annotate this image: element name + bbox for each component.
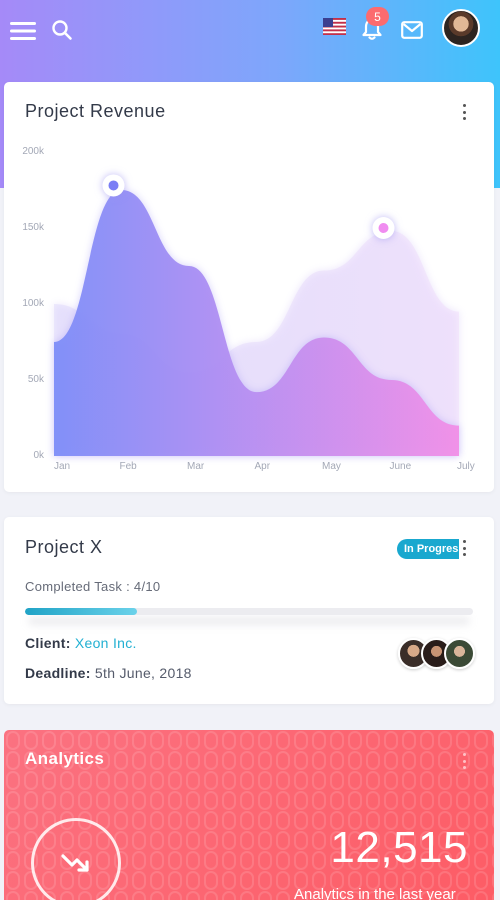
project-revenue-card: Project Revenue 0k 50k 100k 150k 200k Jan Feb… xyxy=(4,82,494,492)
marker-0-dot xyxy=(108,180,119,191)
y-tick-label: 0k xyxy=(33,450,44,461)
x-tick-label: Apr xyxy=(254,461,271,472)
user-avatar[interactable] xyxy=(442,9,480,47)
revenue-area-chart xyxy=(54,174,459,456)
deadline-label: Deadline: xyxy=(25,665,91,681)
notification-count-badge: 5 xyxy=(366,7,389,26)
progress-shadow xyxy=(28,617,470,625)
x-tick-label: June xyxy=(389,461,412,472)
y-tick-label: 150k xyxy=(22,222,44,233)
revenue-card-title: Project Revenue xyxy=(25,101,166,121)
x-tick-label: Mar xyxy=(187,461,205,472)
revenue-more-options-icon[interactable] xyxy=(461,104,467,120)
hamburger-menu-icon[interactable] xyxy=(10,20,36,42)
x-tick-label: May xyxy=(322,461,341,472)
deadline-row: Deadline: 5th June, 2018 xyxy=(25,665,192,681)
y-tick-label: 100k xyxy=(22,298,44,309)
team-avatars xyxy=(398,638,478,670)
client-label: Client: xyxy=(25,635,71,651)
trend-ring xyxy=(31,818,121,900)
completed-task-label: Completed Task : 4/10 xyxy=(25,579,161,594)
x-tick-label: Feb xyxy=(119,461,137,472)
status-badge: In Progress xyxy=(397,539,459,559)
analytics-value: 12,515 xyxy=(330,823,468,872)
client-row: Client: Xeon Inc. xyxy=(25,635,137,651)
avatar[interactable] xyxy=(444,638,475,669)
y-tick-label: 200k xyxy=(22,146,44,157)
analytics-title: Analytics xyxy=(25,749,105,768)
project-card-title: Project X xyxy=(25,537,103,557)
client-link[interactable]: Xeon Inc. xyxy=(74,635,137,651)
series-1-area xyxy=(54,190,459,456)
analytics-more-options-icon[interactable] xyxy=(461,753,467,769)
project-x-card: Project X In Progress Completed Task : 4… xyxy=(4,517,494,704)
analytics-subtitle: Analytics in the last year xyxy=(294,886,456,900)
x-tick-label: July xyxy=(457,461,475,472)
marker-1-dot xyxy=(378,223,389,233)
mail-icon[interactable] xyxy=(400,19,424,41)
deadline-value: 5th June, 2018 xyxy=(94,665,192,681)
top-navbar: 5 xyxy=(0,0,500,60)
search-icon[interactable] xyxy=(50,18,74,42)
y-tick-label: 50k xyxy=(27,374,44,385)
analytics-card: Analytics 12,515 Analytics in the last y… xyxy=(4,730,494,900)
task-progress-bar xyxy=(25,608,473,615)
project-more-options-icon[interactable] xyxy=(461,540,467,556)
task-progress-fill xyxy=(25,608,137,615)
trending-down-icon xyxy=(61,854,89,872)
us-flag-icon[interactable] xyxy=(323,18,346,35)
x-tick-label: Jan xyxy=(54,461,71,472)
